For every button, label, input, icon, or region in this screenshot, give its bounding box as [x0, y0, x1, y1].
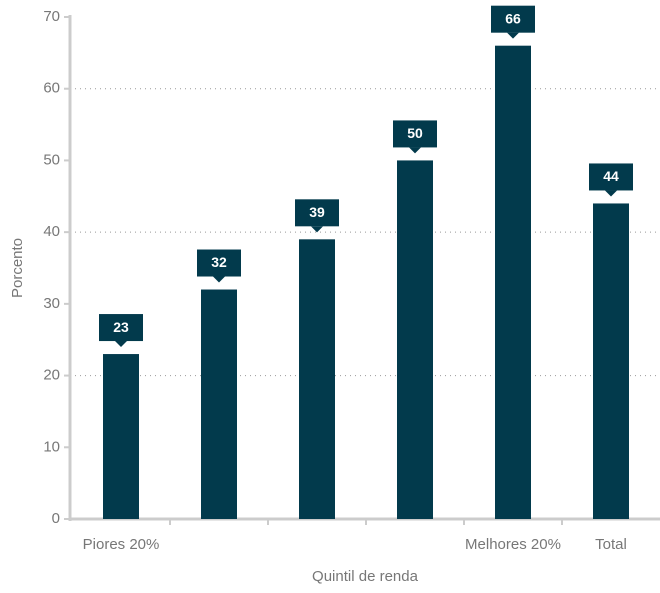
bar	[593, 203, 629, 519]
y-tick-label: 60	[43, 80, 60, 97]
x-tick-label: Melhores 20%	[465, 536, 561, 553]
value-label-box	[197, 249, 241, 277]
y-tick-label: 20	[43, 367, 60, 384]
value-label-box	[491, 5, 535, 33]
y-tick-label: 70	[43, 8, 60, 25]
value-label-box	[99, 314, 143, 342]
y-tick-label: 40	[43, 223, 60, 240]
x-tick-label: Total	[595, 536, 627, 553]
value-label: 32	[211, 254, 227, 270]
value-label: 23	[113, 319, 129, 335]
value-label: 66	[505, 10, 521, 26]
x-tick-label: Piores 20%	[83, 536, 160, 553]
value-label-box	[589, 163, 633, 191]
value-label-pointer	[409, 147, 421, 154]
value-label-box	[393, 120, 437, 148]
value-label: 39	[309, 204, 325, 220]
value-label-box	[295, 199, 339, 227]
value-label-pointer	[213, 276, 225, 283]
bar	[299, 239, 335, 520]
bar	[495, 45, 531, 519]
value-label-pointer	[605, 190, 617, 197]
x-axis-label: Quintil de renda	[312, 568, 419, 585]
bar	[201, 289, 237, 519]
y-tick-label: 30	[43, 295, 60, 312]
value-label-pointer	[311, 226, 323, 233]
value-label: 50	[407, 125, 423, 141]
y-tick-label: 50	[43, 151, 60, 168]
y-tick-label: 10	[43, 438, 60, 455]
value-label-pointer	[115, 341, 127, 348]
value-label: 44	[603, 168, 619, 184]
value-label-pointer	[507, 32, 519, 39]
bar	[103, 354, 139, 519]
bar	[397, 160, 433, 519]
y-axis-label: Porcento	[9, 238, 26, 298]
y-tick-label: 0	[52, 510, 60, 527]
